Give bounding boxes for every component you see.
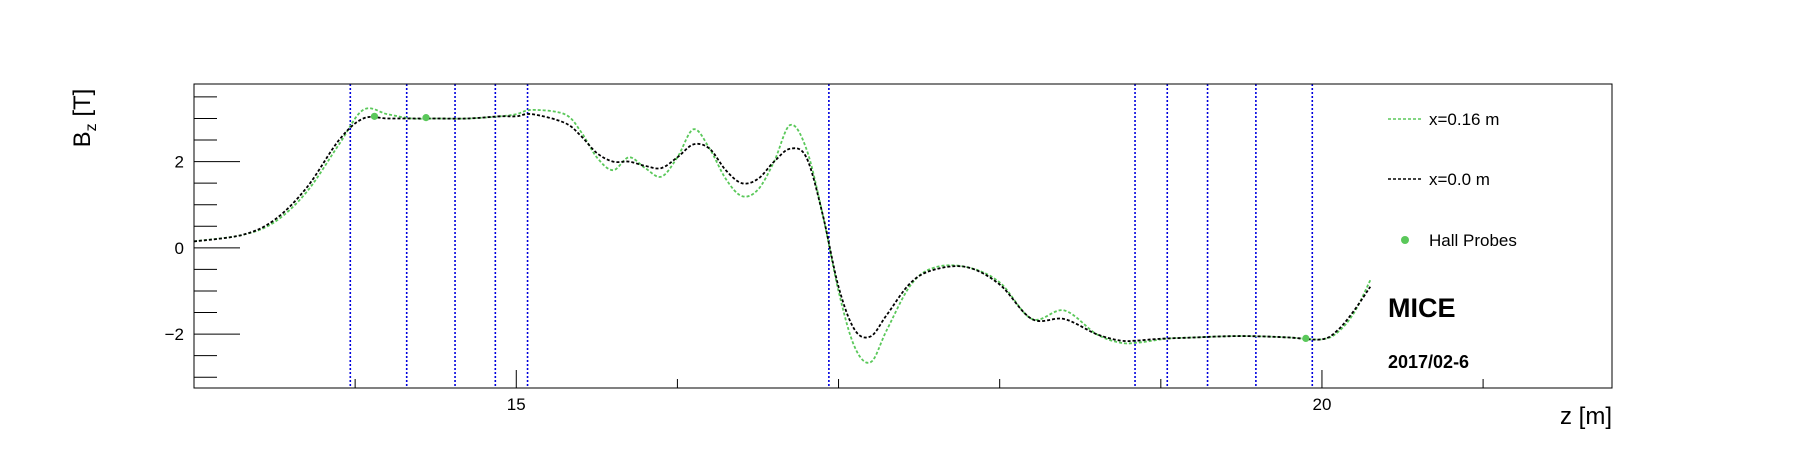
y-axis-title-main: B [69,131,96,147]
vertical-markers [349,84,1314,388]
legend-label-x016: x=0.16 m [1429,110,1499,129]
mice-label: MICE [1388,293,1456,323]
y-axis-ticks: −2 0 2 [165,96,240,378]
y-tick-label: 0 [175,239,184,258]
y-tick-label: 2 [175,153,184,172]
date-label: 2017/02-6 [1388,352,1469,372]
legend-label-x00: x=0.0 m [1429,170,1490,189]
x-axis-ticks: 15 20 [193,370,1484,414]
x-axis-title: z [m] [1560,403,1612,430]
series-lines [193,107,1372,364]
y-axis-title-sub: z [83,123,100,131]
legend-label-hall-probes: Hall Probes [1429,231,1517,250]
hall-probe-point-1 [422,114,430,122]
x-tick-label: 15 [507,395,526,414]
legend: x=0.16 m x=0.0 m Hall Probes [1388,110,1517,250]
legend-swatch-hall-probes [1401,236,1409,244]
hall-probe-point-2 [1302,334,1310,343]
series-line-1 [193,113,1372,342]
y-tick-label: −2 [165,325,184,344]
hall-probe-point-0 [370,112,379,120]
y-axis-title: Bz [T] [69,89,100,148]
hall-probe-points [370,112,1310,343]
x-tick-label: 20 [1312,395,1331,414]
y-axis-title-unit: [T] [69,89,96,124]
plot-frame [193,83,1613,389]
